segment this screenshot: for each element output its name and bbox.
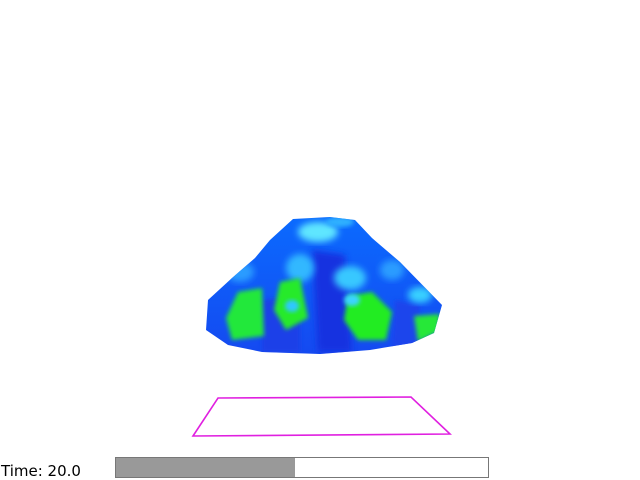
playback-progress-bar[interactable] bbox=[115, 457, 489, 478]
time-readout: Time: 20.0 bbox=[1, 462, 81, 480]
ground-plane-outline bbox=[191, 396, 452, 437]
surface-mesh bbox=[206, 217, 442, 354]
progress-fill bbox=[116, 458, 295, 477]
